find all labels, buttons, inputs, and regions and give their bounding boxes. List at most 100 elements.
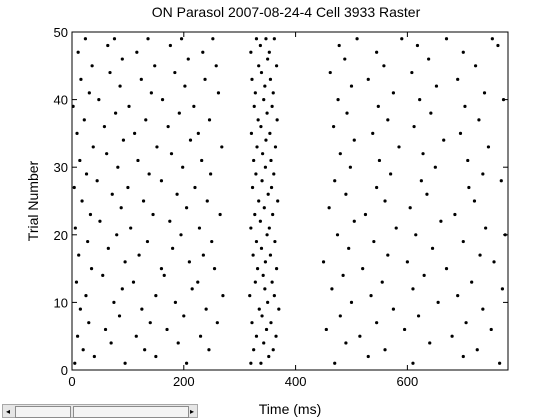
spike-point [366, 354, 370, 359]
scroll-segment[interactable] [15, 406, 71, 418]
spike-point [114, 111, 118, 115]
spike-point [254, 37, 259, 41]
scroll-left-arrow-icon[interactable]: ◂ [5, 406, 10, 416]
spike-point [274, 334, 278, 338]
spike-point [127, 104, 131, 108]
spike-point [148, 321, 152, 325]
spike-point [450, 334, 454, 338]
spike-point [210, 239, 214, 244]
spike-point [168, 219, 172, 223]
spike-point [375, 185, 379, 190]
spike-point [348, 165, 352, 169]
spike-point [263, 165, 268, 169]
spike-point [461, 239, 465, 244]
spike-point [190, 287, 194, 291]
spike-point [91, 145, 95, 149]
spike-point [179, 37, 184, 41]
spike-point [253, 91, 257, 95]
spike-point [269, 321, 273, 325]
spike-point [405, 260, 409, 264]
spike-point [371, 131, 375, 135]
spike-point [338, 152, 342, 156]
spike-point [196, 280, 200, 284]
spike-point [97, 98, 101, 102]
spike-point [273, 239, 277, 244]
spike-markers [71, 37, 507, 365]
x-tick-label: 0 [68, 374, 75, 389]
spike-point [344, 192, 348, 196]
spike-point [500, 287, 505, 291]
spike-point [327, 206, 331, 210]
spike-point [181, 165, 185, 169]
spike-point [154, 354, 158, 359]
spike-point [129, 226, 133, 230]
x-axis-label: Time (ms) [259, 401, 321, 417]
horizontal-scrollbar[interactable]: ◂ ▸ [2, 404, 198, 418]
spike-point [75, 334, 80, 338]
plot-area [71, 31, 509, 371]
spike-point [135, 50, 139, 54]
spike-point [77, 253, 81, 257]
spike-point [250, 185, 255, 190]
spike-point [461, 50, 465, 54]
spike-point [261, 273, 265, 277]
spike-point [268, 131, 272, 135]
spike-point [116, 165, 120, 169]
spike-point [442, 138, 446, 142]
spike-point [120, 57, 124, 61]
spike-point [198, 334, 203, 338]
spike-point [259, 246, 264, 250]
spike-point [76, 50, 80, 54]
spike-point [186, 57, 190, 61]
spike-point [361, 267, 365, 271]
spike-point [98, 219, 102, 223]
spike-point [159, 267, 164, 271]
spike-point [145, 239, 150, 244]
spike-point [415, 43, 420, 48]
spike-point [266, 57, 270, 61]
spike-point [177, 111, 181, 115]
spike-point [253, 280, 257, 284]
spike-point [118, 84, 122, 88]
spike-point [416, 314, 421, 318]
spike-point [496, 43, 500, 48]
spike-point [248, 294, 252, 298]
spike-point [372, 239, 376, 244]
spike-point [412, 125, 416, 129]
scrollbar-thumb[interactable] [73, 406, 189, 418]
spike-point [192, 104, 196, 108]
spike-point [259, 70, 264, 75]
spike-point [159, 179, 164, 183]
spike-point [250, 321, 254, 325]
spike-point [215, 321, 219, 325]
spike-point [82, 118, 86, 122]
spike-point [184, 361, 189, 365]
spike-point [249, 226, 253, 230]
spike-point [486, 145, 491, 149]
spike-point [274, 267, 279, 271]
spike-point [475, 348, 479, 352]
y-tick-label: 0 [61, 363, 68, 378]
spike-point [75, 131, 79, 135]
spike-point [119, 206, 123, 210]
spike-point [250, 77, 254, 81]
spike-point [276, 199, 280, 203]
spike-point [105, 152, 109, 156]
spike-point [151, 212, 155, 217]
spike-point [376, 104, 380, 108]
spike-point [273, 145, 278, 149]
spike-point [383, 348, 387, 352]
spike-point [489, 327, 493, 332]
spike-point [397, 145, 401, 149]
spike-point [115, 233, 119, 237]
scroll-right-arrow-icon[interactable]: ▸ [189, 406, 194, 416]
spike-point [126, 185, 130, 190]
spike-point [347, 246, 351, 250]
spike-point [444, 37, 449, 41]
spike-point [275, 118, 279, 122]
spike-point [106, 43, 110, 48]
spike-point [171, 246, 175, 250]
spike-point [498, 361, 502, 365]
y-tick-label: 20 [54, 228, 68, 243]
